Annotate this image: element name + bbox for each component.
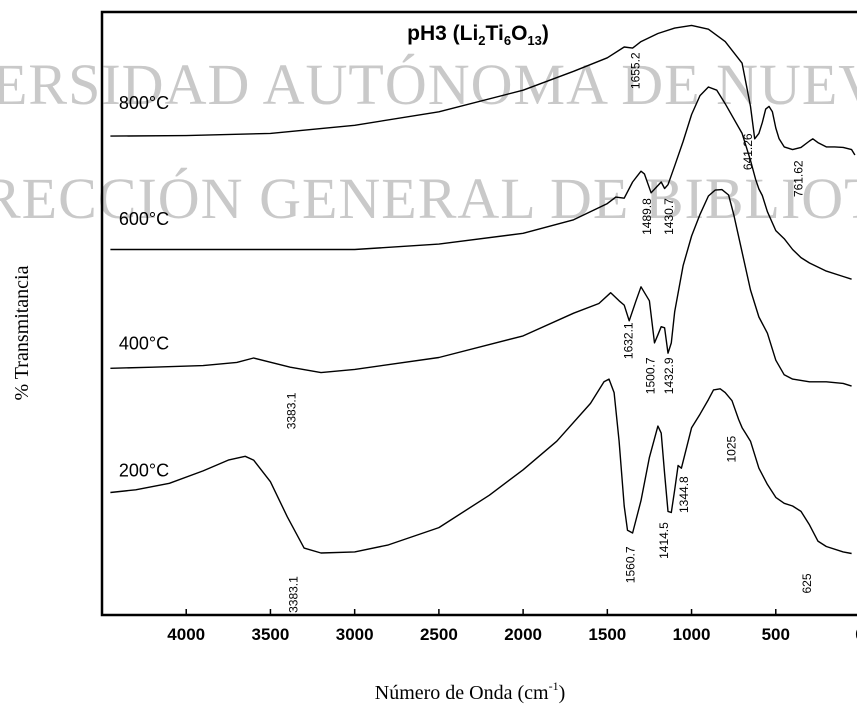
peak-label: 625 [800, 573, 814, 593]
x-tick-label: 2000 [504, 625, 542, 644]
peak-label: 1632.1 [622, 322, 636, 359]
series-label: 200°C [119, 460, 169, 480]
x-tick-label: 1500 [588, 625, 626, 644]
title-subscript: 13 [527, 33, 541, 48]
series-label: 400°C [119, 333, 169, 353]
x-axis-title-main: Número de Onda (cm [375, 682, 549, 704]
series-label: 800°C [119, 93, 169, 113]
title-part: O [511, 22, 527, 45]
title-part: ) [542, 22, 549, 45]
watermark: ERSIDAD AUTÓNOMA DE NUEV RECCIÓN GENERAL… [0, 52, 857, 231]
title-part: pH3 (Li [407, 22, 478, 45]
peak-label: 1655.2 [628, 52, 642, 89]
x-tick-label: 2500 [420, 625, 458, 644]
peak-label: 1500.7 [644, 357, 658, 394]
x-tick-label: 3500 [252, 625, 290, 644]
x-tick-label: 4000 [167, 625, 205, 644]
title-part: Ti [486, 22, 504, 45]
peak-label: 1560.7 [623, 546, 637, 583]
peak-label: 1489.8 [640, 198, 654, 235]
peak-label: 3383.1 [286, 576, 300, 613]
peak-labels: 1655.2 641.26 761.62 1489.8 1430.7 1632.1 1500… [285, 52, 815, 613]
peak-label: 1430.7 [662, 198, 676, 235]
peak-label: 761.62 [792, 160, 806, 197]
peak-label: 1025 [724, 435, 738, 462]
peak-label: 1414.5 [657, 522, 671, 559]
peak-label: 1432.9 [662, 357, 676, 394]
x-tick-label: 3000 [336, 625, 374, 644]
y-axis-title: % Transmitancia [11, 265, 33, 400]
peak-label: 3383.1 [285, 392, 299, 429]
series-label: 600°C [119, 209, 169, 229]
series-line-200c [110, 379, 851, 553]
peak-label: 1344.8 [677, 476, 691, 513]
peak-label: 641.26 [741, 133, 755, 170]
series-labels: 800°C 600°C 400°C 200°C [119, 93, 169, 480]
title-subscript: 6 [504, 33, 511, 48]
x-axis-title: Número de Onda (cm-1) [375, 679, 566, 704]
x-tick-label: 500 [762, 625, 790, 644]
x-axis-title-close: ) [559, 682, 566, 704]
x-axis-title-superscript: -1 [549, 679, 559, 693]
title-subscript: 2 [478, 33, 485, 48]
x-tick-label: 1000 [673, 625, 711, 644]
chart-title: pH3 (Li2Ti6O13) [407, 22, 549, 48]
